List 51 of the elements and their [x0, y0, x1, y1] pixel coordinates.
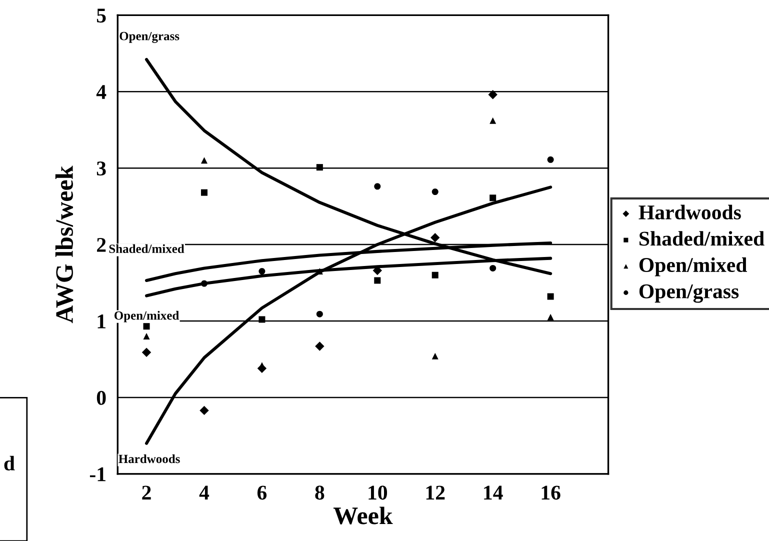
point [374, 183, 381, 190]
legend-label: Open/mixed [639, 257, 747, 276]
point [200, 280, 208, 287]
point [143, 333, 150, 340]
point [547, 293, 554, 300]
x-tick-label: 2 [142, 486, 151, 500]
point [258, 316, 266, 323]
point [430, 233, 440, 242]
y-tick-label: 3 [96, 162, 106, 176]
point [200, 157, 208, 164]
y-tick-label: 0 [96, 390, 106, 405]
point [316, 164, 323, 171]
legend-label: Shaded/mixed [640, 231, 764, 246]
point [200, 406, 209, 416]
point [432, 272, 438, 278]
x-tick-label: 12 [426, 486, 445, 500]
point [143, 323, 150, 330]
y-tick-label: -1 [90, 467, 106, 482]
point [547, 314, 554, 320]
annotation: Open/mixed [114, 310, 180, 322]
point [432, 352, 438, 360]
y-tick-label: 5 [96, 8, 106, 23]
point [490, 264, 496, 272]
point [488, 90, 498, 100]
y-tick-label: 2 [97, 238, 106, 252]
annotation: Hardwoods [118, 454, 180, 464]
legend-label: Hardwoods [638, 204, 741, 220]
point [490, 194, 496, 202]
legend-label: Open/grass [639, 284, 739, 303]
x-tick-label: 16 [542, 486, 560, 500]
x-tick-label: 6 [257, 486, 267, 500]
y-axis-title: AWG lbs/week [55, 166, 74, 324]
point [547, 156, 554, 163]
y-tick-label: 4 [96, 85, 106, 99]
point [432, 188, 438, 196]
point [374, 277, 381, 284]
y-tick-label: 1 [98, 314, 106, 328]
point [315, 342, 324, 351]
annotation: Shaded/mixed [109, 244, 184, 254]
x-tick-label: 4 [199, 486, 210, 500]
text: d [4, 456, 15, 470]
point [142, 348, 152, 357]
annotation: Open/grass [120, 32, 180, 43]
point [258, 268, 266, 275]
x-tick-label: 14 [484, 486, 503, 500]
point [316, 310, 323, 318]
x-tick-label: 8 [315, 486, 324, 500]
x-tick-label: 10 [368, 486, 388, 500]
point [200, 189, 208, 196]
x-axis-title: Week [333, 506, 393, 524]
point [490, 117, 496, 124]
